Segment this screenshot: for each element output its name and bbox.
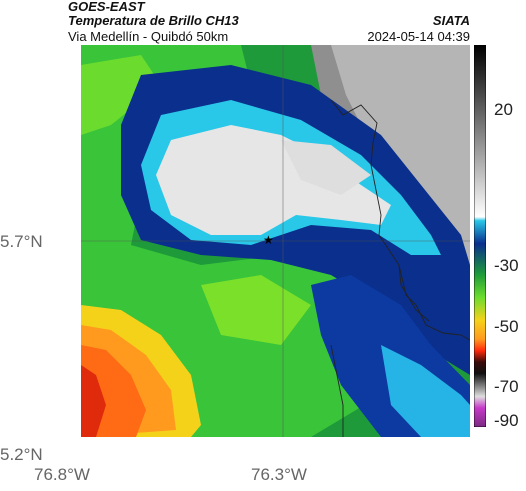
lon-label-76.8: 76.8°W [34, 465, 90, 484]
lat-label-5.7: 5.7°N [0, 232, 43, 251]
cold-cloud-core [156, 125, 391, 235]
department-boundary [330, 99, 470, 341]
colorbar-tick-minus70: -70 [494, 377, 519, 396]
product-title: Temperatura de Brillo CH13 [68, 13, 239, 28]
colorbar-tick-20: 20 [494, 100, 513, 119]
source-label: SIATA [432, 13, 470, 28]
colorbar-tick-minus30: -30 [494, 256, 519, 275]
colorbar-tick-minus50: -50 [494, 317, 519, 336]
colorbar [474, 45, 486, 427]
datetime-label: 2024-05-14 04:39 [367, 29, 470, 44]
location-marker: ★ [263, 233, 274, 247]
satellite-title: GOES-EAST [68, 0, 145, 14]
colorbar-tick-minus90: -90 [494, 411, 519, 430]
lat-label-5.2: 5.2°N [0, 445, 43, 464]
brightness-temperature-map: ★ [81, 45, 470, 437]
lon-label-76.3: 76.3°W [251, 465, 307, 484]
region-subtitle: Via Medellín - Quibdó 50km [68, 29, 229, 44]
